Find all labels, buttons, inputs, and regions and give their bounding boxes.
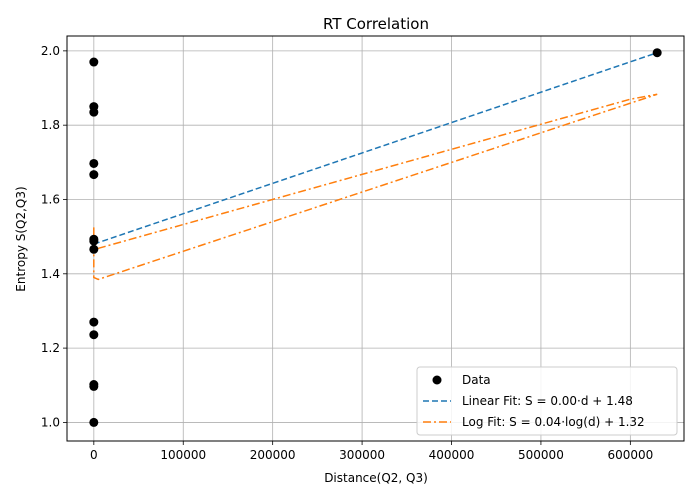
y-tick-label: 1.2 xyxy=(41,341,60,355)
legend-marker xyxy=(432,375,442,385)
x-tick-label: 0 xyxy=(90,448,98,462)
legend-label: Data xyxy=(462,373,491,387)
y-tick-label: 1.6 xyxy=(41,192,60,206)
data-point xyxy=(652,48,662,58)
x-tick-label: 100000 xyxy=(160,448,206,462)
x-tick-label: 200000 xyxy=(250,448,296,462)
x-tick-label: 600000 xyxy=(607,448,653,462)
series-line-2 xyxy=(93,93,658,281)
data-point xyxy=(89,330,99,340)
legend-label: Linear Fit: S = 0.00·d + 1.48 xyxy=(462,394,633,408)
y-axis-label: Entropy S(Q2,Q3) xyxy=(14,186,28,291)
data-point xyxy=(89,57,99,67)
data-point xyxy=(89,317,99,327)
x-axis-label: Distance(Q2, Q3) xyxy=(324,471,428,485)
y-tick-label: 1.8 xyxy=(41,118,60,132)
y-tick-label: 1.0 xyxy=(41,415,60,429)
x-tick-label: 300000 xyxy=(339,448,385,462)
legend: Data Linear Fit: S = 0.00·d + 1.48 Log Fit… xyxy=(416,366,678,436)
legend-box xyxy=(416,366,678,436)
plot-frame xyxy=(66,35,685,442)
data-point xyxy=(89,244,99,254)
data-point xyxy=(89,170,99,180)
chart-title: RT Correlation xyxy=(323,15,429,33)
x-tick-label: 500000 xyxy=(518,448,564,462)
axis-ticks: 0 100000 200000 300000 400000 500000 600000 1.0… xyxy=(41,44,653,462)
x-tick-label: 400000 xyxy=(429,448,475,462)
series-line-1 xyxy=(93,51,658,245)
data-point xyxy=(89,381,99,391)
plot-series xyxy=(89,48,662,427)
grid xyxy=(67,36,684,441)
y-tick-label: 1.4 xyxy=(41,267,60,281)
data-point xyxy=(89,107,99,117)
legend-label: Log Fit: S = 0.04·log(d) + 1.32 xyxy=(462,415,645,429)
y-tick-label: 2.0 xyxy=(41,44,60,58)
data-point xyxy=(89,417,99,427)
data-point xyxy=(89,236,99,246)
data-point xyxy=(89,158,99,168)
